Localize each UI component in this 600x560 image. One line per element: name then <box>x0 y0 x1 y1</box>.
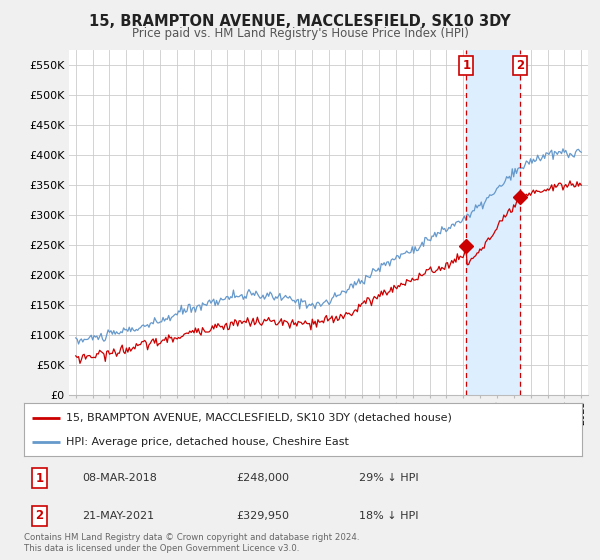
Text: Price paid vs. HM Land Registry's House Price Index (HPI): Price paid vs. HM Land Registry's House … <box>131 27 469 40</box>
Text: 1: 1 <box>35 472 44 484</box>
Text: 2: 2 <box>35 510 44 522</box>
Bar <box>466 50 520 395</box>
Text: 08-MAR-2018: 08-MAR-2018 <box>83 473 157 483</box>
Text: 15, BRAMPTON AVENUE, MACCLESFIELD, SK10 3DY (detached house): 15, BRAMPTON AVENUE, MACCLESFIELD, SK10 … <box>66 413 452 423</box>
Text: 29% ↓ HPI: 29% ↓ HPI <box>359 473 418 483</box>
Text: 2: 2 <box>516 59 524 72</box>
Text: 1: 1 <box>462 59 470 72</box>
Text: 21-MAY-2021: 21-MAY-2021 <box>83 511 155 521</box>
Text: 18% ↓ HPI: 18% ↓ HPI <box>359 511 418 521</box>
Text: 15, BRAMPTON AVENUE, MACCLESFIELD, SK10 3DY: 15, BRAMPTON AVENUE, MACCLESFIELD, SK10 … <box>89 14 511 29</box>
Text: HPI: Average price, detached house, Cheshire East: HPI: Average price, detached house, Ches… <box>66 437 349 447</box>
Text: £248,000: £248,000 <box>236 473 289 483</box>
Text: Contains HM Land Registry data © Crown copyright and database right 2024.
This d: Contains HM Land Registry data © Crown c… <box>24 533 359 553</box>
Text: £329,950: £329,950 <box>236 511 289 521</box>
